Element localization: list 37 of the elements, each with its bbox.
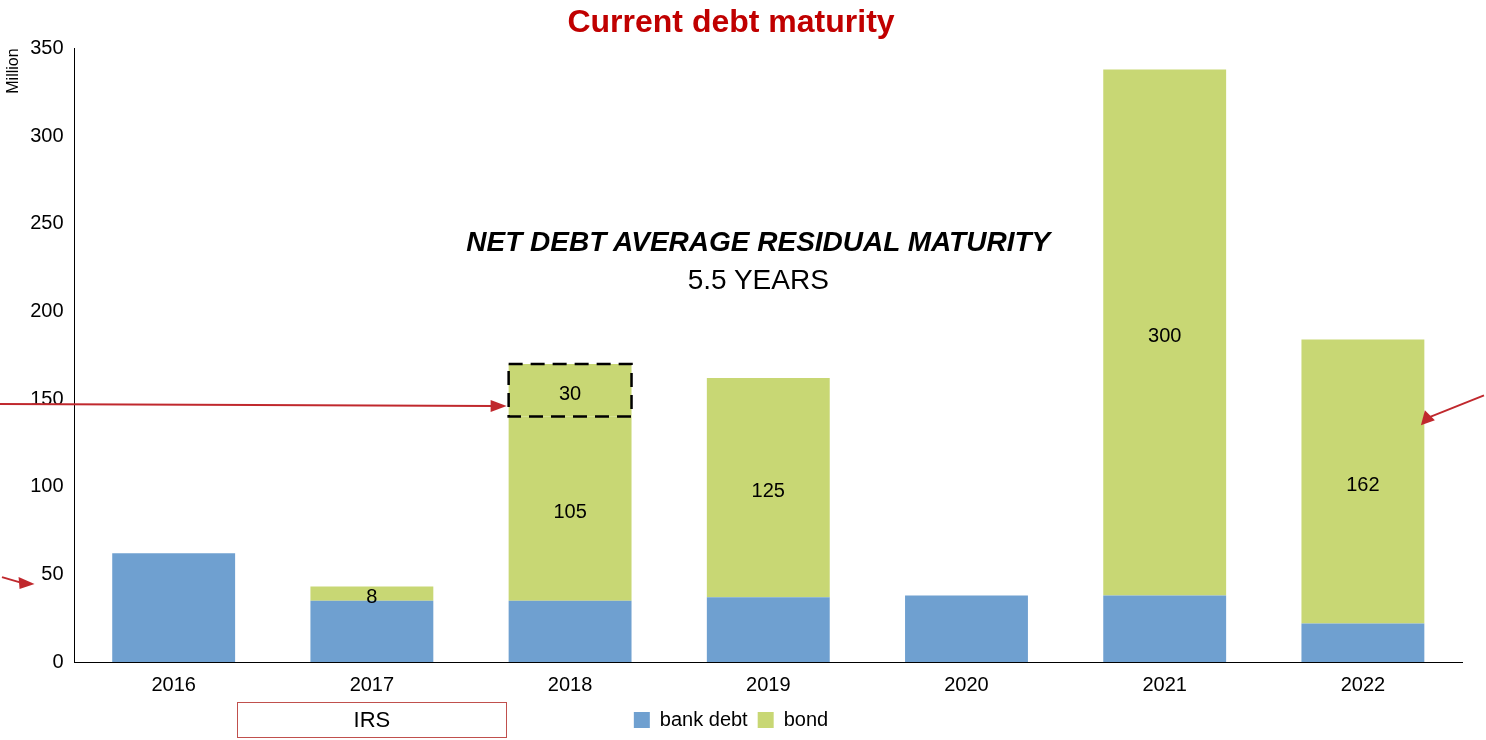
data-label: 105 <box>553 500 587 523</box>
bar <box>1103 69 1227 596</box>
data-label: 162 <box>1346 472 1380 495</box>
bar <box>1301 623 1425 662</box>
x-tick-label: 2021 <box>1142 672 1187 695</box>
y-tick-label: 100 <box>30 474 64 497</box>
chart-title: Current debt maturity <box>567 3 895 40</box>
bar <box>706 377 830 598</box>
y-tick-label: 50 <box>41 561 64 584</box>
legend-label: bank debt <box>659 707 749 730</box>
legend-label: bond <box>783 707 829 730</box>
bar <box>905 595 1028 662</box>
data-label: 125 <box>751 479 785 502</box>
data-label: 8 <box>366 585 378 608</box>
annotation: 5.5 YEARS <box>687 264 829 297</box>
y-tick-label: 0 <box>52 649 64 672</box>
x-tick-label: 2019 <box>746 672 791 695</box>
bar <box>706 597 830 662</box>
bar <box>1103 595 1227 662</box>
bar <box>1301 339 1425 624</box>
x-tick-label: 2020 <box>944 672 989 695</box>
x-tick-label: 2018 <box>547 672 593 695</box>
y-axis-title: Million <box>4 48 22 94</box>
y-tick-label: 250 <box>30 211 64 234</box>
y-tick-label: 300 <box>30 123 64 146</box>
bar <box>112 553 236 662</box>
data-label: 300 <box>1148 323 1182 346</box>
text: IRS <box>236 702 507 738</box>
y-tick-label: 350 <box>30 35 64 58</box>
x-tick-label: 2017 <box>349 672 395 695</box>
x-tick-label: 2022 <box>1340 672 1386 695</box>
bar <box>508 600 632 662</box>
data-label: 30 <box>558 381 582 404</box>
y-tick-label: 200 <box>30 298 64 321</box>
x-tick-label: 2016 <box>151 672 196 695</box>
bar <box>310 586 434 601</box>
annotation: NET DEBT AVERAGE RESIDUAL MATURITY <box>466 226 1051 259</box>
